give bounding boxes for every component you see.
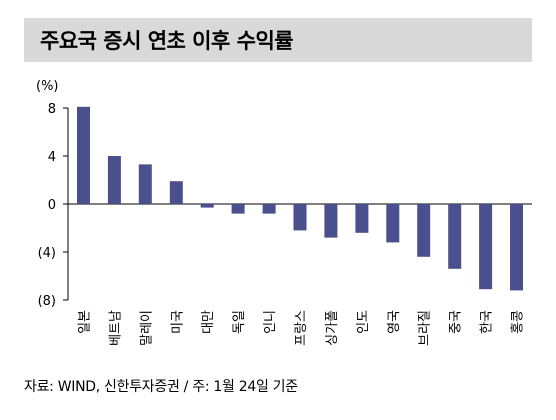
y-tick-label: 0 (48, 198, 56, 213)
bar-영국 (386, 204, 400, 243)
x-tick-label: 독일 (232, 310, 247, 334)
bar-싱가폴 (324, 204, 338, 238)
x-tick-label: 브라질 (418, 310, 433, 346)
x-tick-label: 미국 (170, 310, 185, 334)
title-bar: 주요국 증시 연초 이후 수익률 (24, 18, 532, 62)
bar-대만 (200, 204, 214, 208)
x-tick-label: 영국 (387, 310, 402, 334)
x-tick-label: 프랑스 (294, 310, 309, 346)
y-tick-label: 4 (48, 150, 56, 165)
y-tick-label: (8) (38, 294, 56, 309)
x-tick-label: 인니 (263, 310, 278, 334)
x-tick-label: 말레이 (139, 310, 154, 346)
bar-인니 (262, 204, 276, 214)
bar-홍콩 (510, 204, 523, 291)
chart-title: 주요국 증시 연초 이후 수익률 (40, 29, 294, 53)
x-tick-label: 일본 (78, 310, 93, 334)
bar-인도 (355, 204, 369, 233)
bar-브라질 (417, 204, 431, 257)
x-tick-label: 한국 (480, 310, 495, 334)
bar-베트남 (107, 156, 121, 204)
x-tick-label: 베트남 (108, 310, 123, 346)
x-tick-label: 중국 (449, 310, 464, 334)
x-tick-label: 대만 (201, 310, 216, 334)
y-unit-label: (%) (36, 79, 59, 94)
x-tick-label: 인도 (356, 310, 371, 334)
bar-프랑스 (293, 204, 307, 231)
bar-미국 (169, 181, 183, 204)
x-tick-label: 싱가폴 (325, 310, 340, 346)
bar-독일 (231, 204, 245, 214)
y-tick-label: 8 (48, 102, 56, 117)
bar-한국 (479, 204, 493, 290)
bar-말레이 (138, 164, 152, 204)
bar-chart: (%) 8 4 0 (4) (8) 일본 베트남 말레이 미국 대만 독일 인니 프랑스 싱가폴 인도 영국… (36, 79, 532, 346)
x-tick-label: 홍콩 (511, 310, 526, 334)
bars (77, 106, 523, 291)
x-axis-labels: 일본 베트남 말레이 미국 대만 독일 인니 프랑스 싱가폴 인도 영국 브라질 중국 한국 홍콩 (78, 310, 526, 346)
bar-일본 (77, 106, 90, 204)
bar-중국 (448, 204, 462, 269)
y-tick-label: (4) (38, 246, 56, 261)
source-note: 자료: WIND, 신한투자증권 / 주: 1월 24일 기준 (24, 379, 298, 395)
